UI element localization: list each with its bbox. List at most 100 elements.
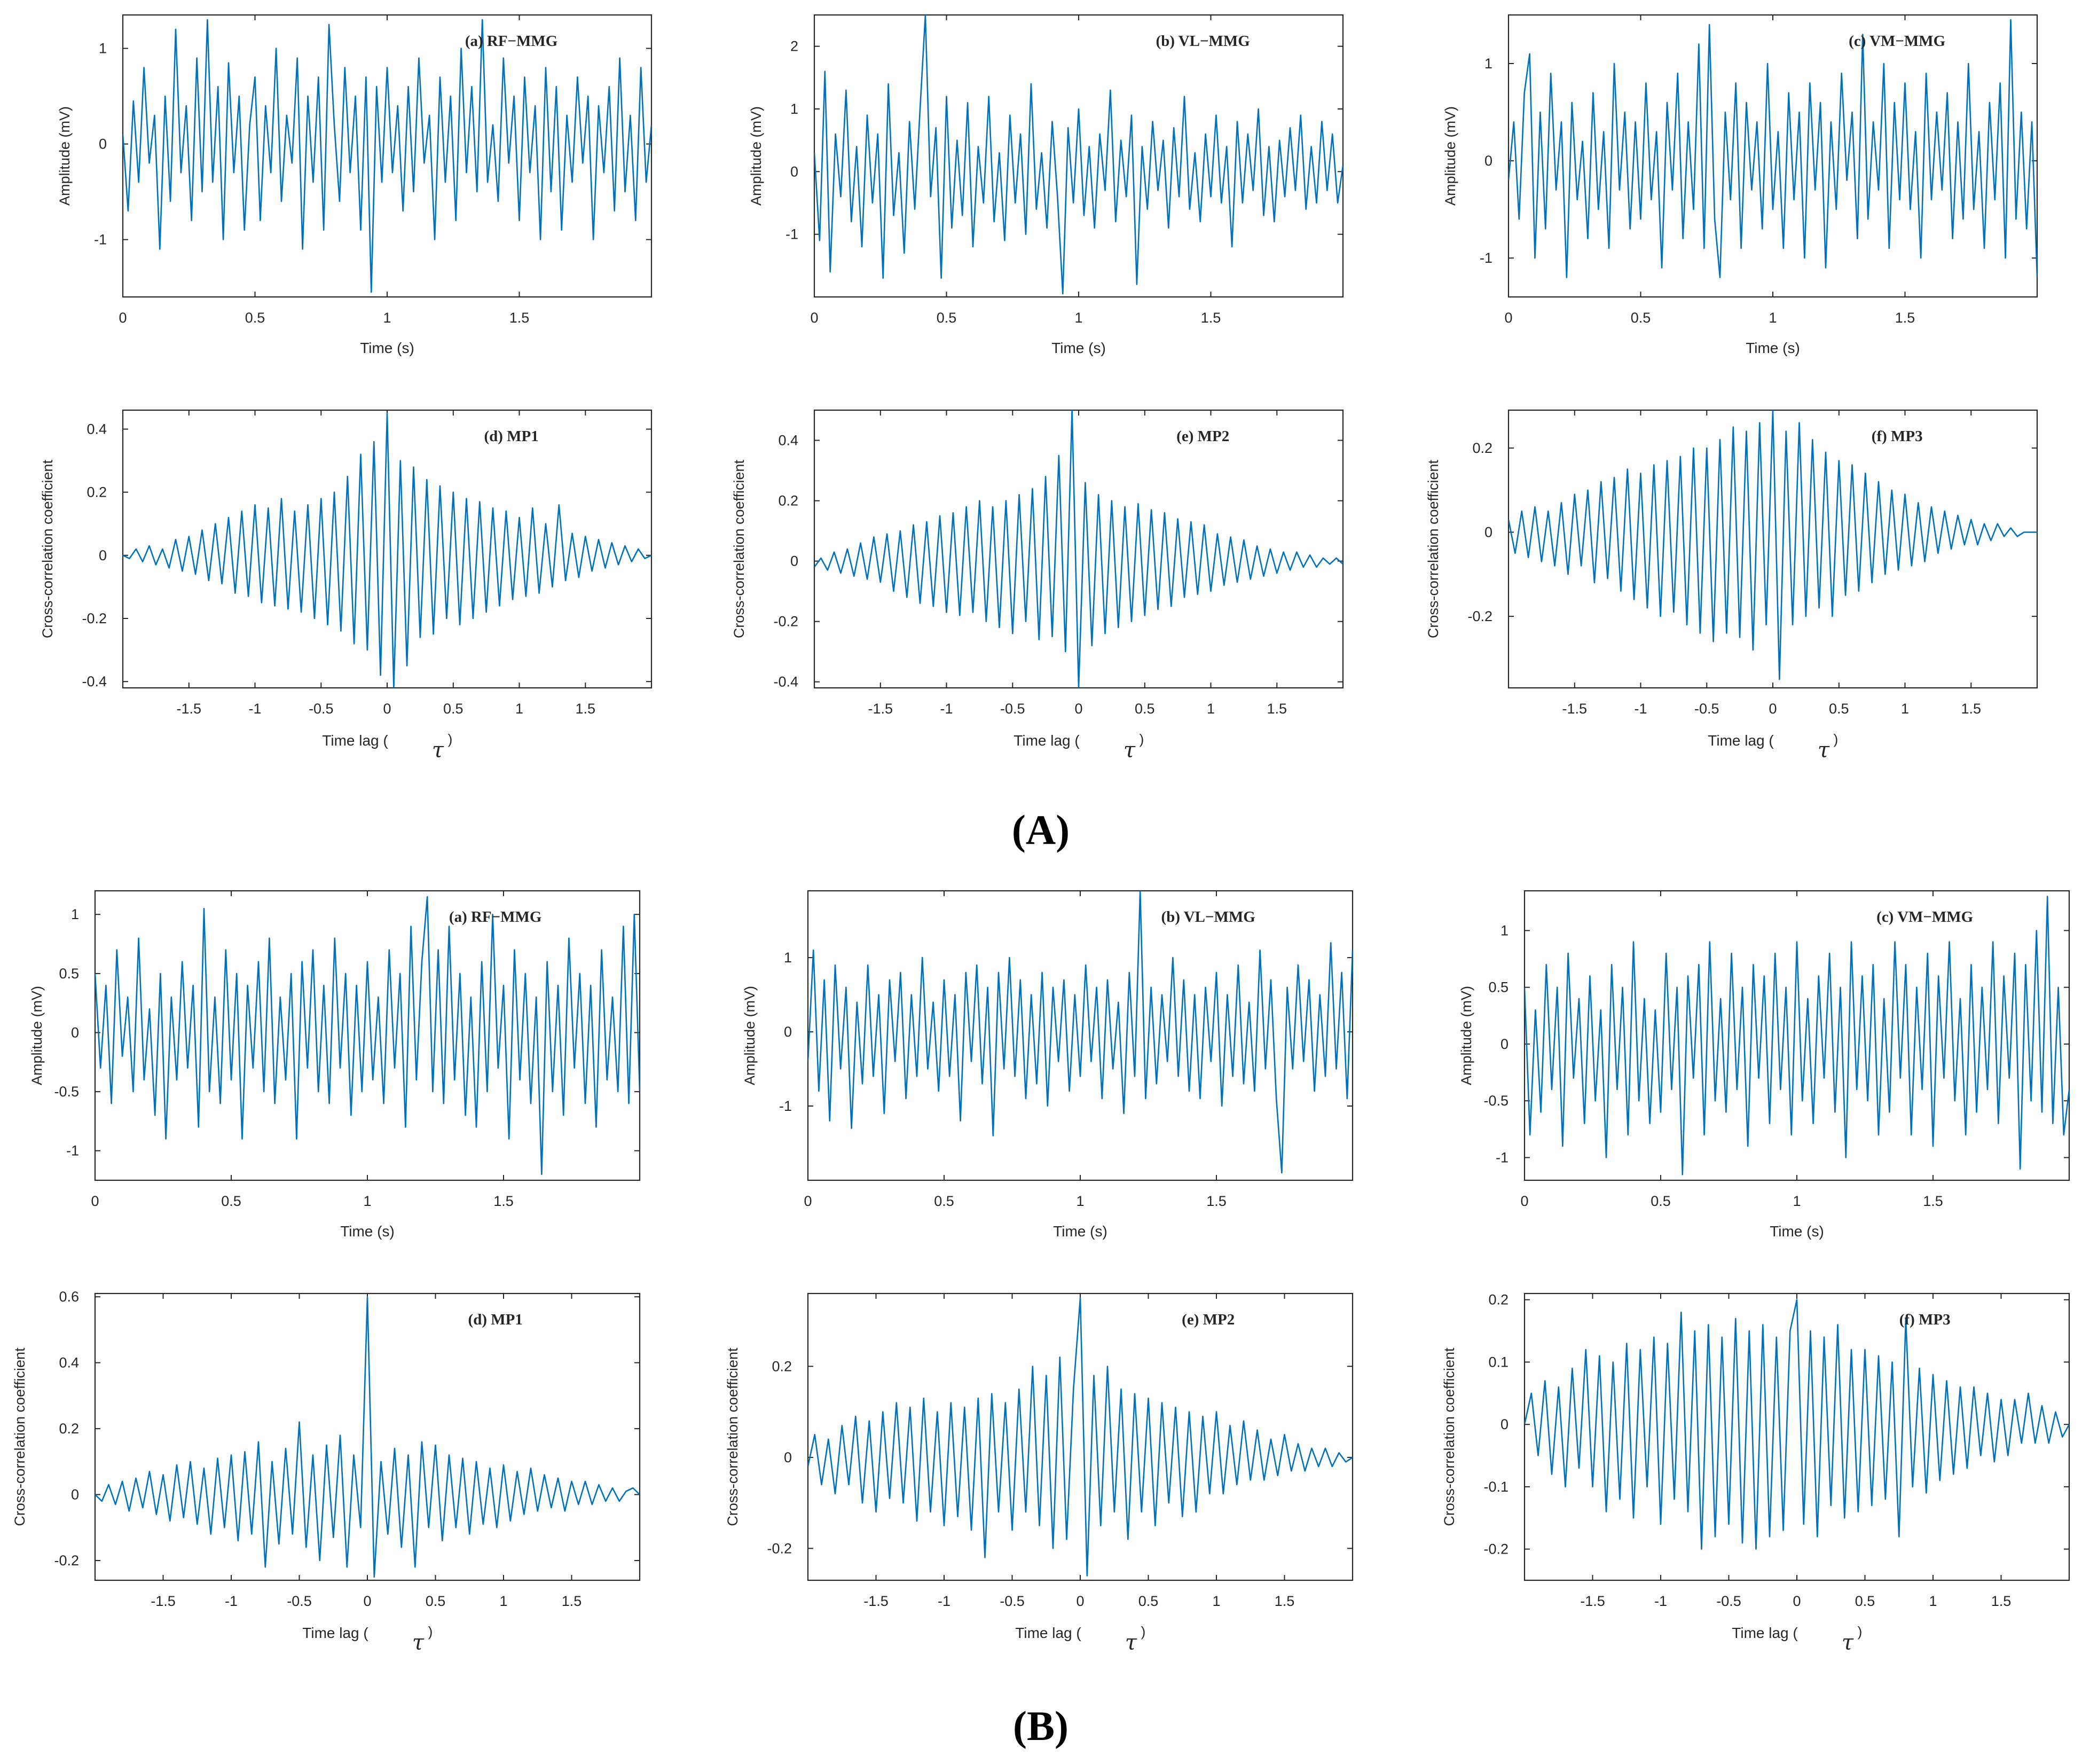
x-tick-label: 1.5	[1267, 701, 1287, 717]
x-tick-label: 0	[1074, 701, 1082, 717]
x-axis-label: Time (s)	[1746, 340, 1800, 356]
y-tick-label: 1	[1500, 922, 1509, 938]
x-tick-label: -1	[248, 701, 261, 717]
series-line	[814, 15, 1343, 295]
x-tick-label: -0.5	[1716, 1593, 1741, 1609]
x-tick-label: 1.5	[493, 1193, 514, 1209]
y-tick-label: 0.2	[778, 493, 798, 509]
x-tick-label: 0	[119, 310, 127, 326]
x-tick-label: 1.5	[562, 1593, 582, 1609]
x-tick-label: 1.5	[1201, 310, 1221, 326]
x-tick-label: -0.5	[1694, 701, 1719, 717]
x-tick-label: -1.5	[1580, 1593, 1605, 1609]
y-tick-label: 0	[99, 547, 107, 563]
y-tick-label: 0	[784, 1024, 792, 1040]
y-tick-label: 0	[790, 163, 798, 179]
series-line	[808, 891, 1353, 1174]
y-tick-label: -0.1	[1483, 1479, 1509, 1495]
x-tick-label: -0.5	[1000, 1593, 1025, 1609]
y-tick-label: 0.6	[59, 1289, 79, 1305]
y-tick-label: 0	[1484, 524, 1492, 540]
y-axis-label: Amplitude (mV)	[748, 106, 764, 206]
y-tick-label: 0.5	[59, 966, 79, 982]
chart-panel: 0 0.5 1 1.5 -1 -0.5 0 0.5 1 (c) VM−MMG Time (s) Amp…	[1458, 890, 2070, 1240]
x-tick-label: 1.5	[1206, 1193, 1227, 1209]
x-tick-label: 1.5	[1275, 1593, 1295, 1609]
x-axis-label: Time (s)	[1051, 340, 1106, 356]
chart-panel: -1.5 -1 -0.5 0 0.5 1 1.5 -0.4 -0.2 0 0.2 0.4 (d) MP1…	[40, 409, 653, 763]
x-tick-label: 1	[1901, 701, 1909, 717]
y-tick-label: -0.2	[767, 1540, 792, 1556]
panel-title: (a) RF−MMG	[449, 908, 542, 926]
panel-title: (a) RF−MMG	[465, 33, 558, 50]
y-tick-label: 0	[71, 1487, 79, 1503]
y-tick-label: -0.4	[82, 673, 107, 689]
x-tick-label: 1	[1074, 310, 1082, 326]
x-tick-label: 0	[1076, 1593, 1084, 1609]
series-line	[1509, 410, 2037, 680]
x-tick-label: 1	[1212, 1593, 1220, 1609]
tau-symbol: τ	[432, 738, 444, 763]
x-tick-label: 1	[383, 310, 391, 326]
x-tick-label: 1	[1207, 701, 1215, 717]
x-tick-label: 1	[1793, 1193, 1801, 1209]
panel-title: (c) VM−MMG	[1876, 908, 1973, 926]
x-tick-label: 0	[91, 1193, 99, 1209]
y-axis-label: Cross-correlation coefficient	[1425, 459, 1441, 638]
tau-symbol: τ	[1125, 1630, 1137, 1655]
x-axis-label: Time lag (	[302, 1625, 368, 1641]
y-axis-label: Cross-correlation coefficient	[731, 459, 747, 638]
x-tick-label: -1	[1634, 701, 1647, 717]
y-tick-label: 0	[99, 136, 107, 152]
x-tick-label: 1.5	[576, 701, 596, 717]
y-tick-label: 0.2	[1488, 1292, 1509, 1308]
x-tick-label: 0.5	[1651, 1193, 1671, 1209]
x-tick-label: -1	[938, 1593, 950, 1609]
x-tick-label: 0.5	[221, 1193, 241, 1209]
y-axis-label: Cross-correlation coefficient	[725, 1347, 741, 1526]
x-tick-label: 0	[1520, 1193, 1528, 1209]
x-tick-label: 0	[1793, 1593, 1801, 1609]
x-tick-label: 1	[1929, 1593, 1937, 1609]
x-tick-label: -1.5	[863, 1593, 889, 1609]
y-tick-label: 0.4	[778, 433, 798, 449]
x-tick-label: -1.5	[1562, 701, 1588, 717]
x-axis-label-close: )	[1141, 1624, 1146, 1640]
y-tick-label: 0.4	[87, 421, 107, 437]
y-tick-label: -0.2	[54, 1553, 79, 1569]
x-axis-label: Time (s)	[360, 340, 414, 356]
y-tick-label: 0.4	[59, 1355, 79, 1371]
x-tick-label: 1.5	[1923, 1193, 1943, 1209]
x-tick-label: 0.5	[245, 310, 265, 326]
chart-panel: 0 0.5 1 1.5 -1 0 1 (b) VL−MMG Time (s) Amplitude …	[742, 890, 1354, 1240]
y-tick-label: -1	[1496, 1150, 1509, 1166]
x-tick-label: 1.5	[1961, 701, 1982, 717]
series-line	[123, 19, 651, 293]
y-tick-label: 0	[1484, 153, 1492, 169]
y-tick-label: -0.2	[82, 610, 107, 626]
panel-title: (e) MP2	[1182, 1311, 1235, 1328]
y-tick-label: 0.2	[1472, 440, 1492, 456]
panel-title: (b) VL−MMG	[1161, 908, 1255, 926]
y-tick-label: 1	[1484, 56, 1492, 72]
y-tick-label: 1	[790, 101, 798, 117]
x-tick-label: 0	[804, 1193, 812, 1209]
x-axis-label-close: )	[428, 1624, 433, 1640]
x-tick-label: 0.5	[1631, 310, 1651, 326]
panel-title: (c) VM−MMG	[1849, 33, 1945, 50]
x-tick-label: -0.5	[287, 1593, 312, 1609]
y-tick-label: 0.2	[772, 1358, 792, 1374]
y-tick-label: 0	[71, 1025, 79, 1041]
x-tick-label: 0.5	[934, 1193, 954, 1209]
y-tick-label: 0.5	[1488, 979, 1509, 995]
y-axis-label: Amplitude (mV)	[1458, 986, 1474, 1085]
chart-panel: -1.5 -1 -0.5 0 0.5 1 1.5 -0.2 0 0.2 0.4 0.6 (d) MP1 T…	[12, 1289, 641, 1655]
series-line	[123, 412, 651, 688]
y-tick-label: 2	[790, 38, 798, 54]
x-tick-label: 0.5	[937, 310, 957, 326]
x-tick-label: 0.5	[426, 1593, 446, 1609]
x-tick-label: 0	[810, 310, 818, 326]
y-axis-label: Cross-correlation coefficient	[1441, 1347, 1457, 1526]
tau-symbol: τ	[1842, 1630, 1854, 1655]
